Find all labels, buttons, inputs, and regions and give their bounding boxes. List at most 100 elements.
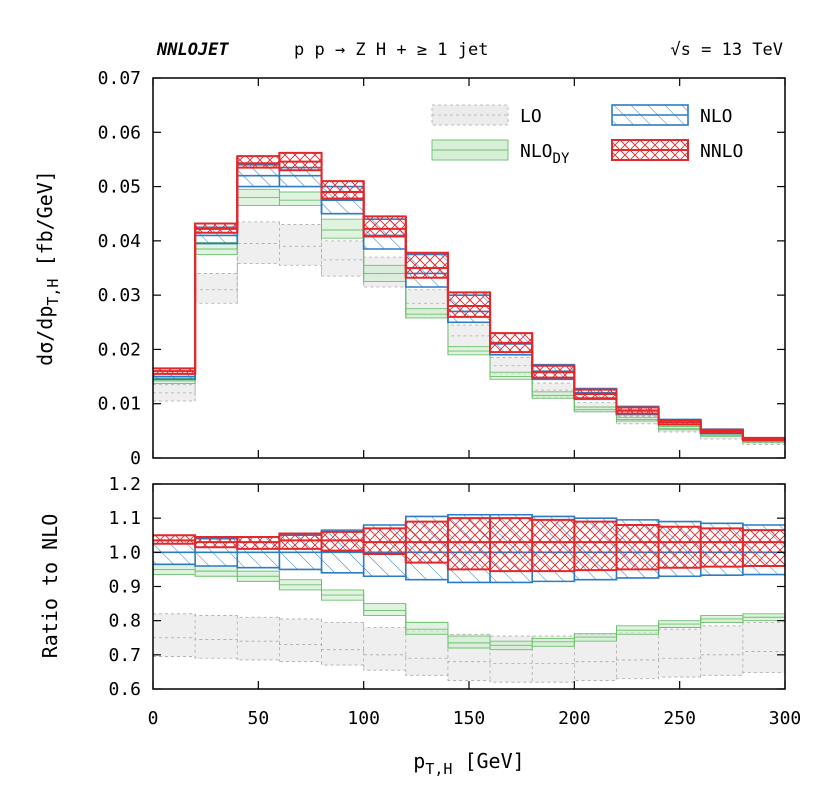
ratio-band-hatch-nnlo (742, 530, 785, 566)
main-ytick-label: 0.01 (98, 394, 141, 415)
ratio-band-lo (574, 634, 617, 681)
ratio-panel-ticks: 0.6 0.7 0.8 0.9 1.0 1.1 1.2 (108, 474, 786, 700)
main-band-lo (490, 357, 533, 374)
main-line-central-nlo_dy (153, 196, 785, 442)
x-axis-ticks: 0 50 100 150 200 250 300 (148, 708, 802, 729)
ratio-steps-lo (194, 613, 744, 683)
x-tick-label: 150 (453, 708, 486, 729)
main-panel-ticks: 0 0.01 0.02 0.03 0.04 0.05 0.06 0.07 (98, 68, 786, 469)
ratio-band-lo (363, 627, 406, 671)
main-line-central-nnlo (153, 160, 785, 440)
ratio-line-low-nnlo (153, 542, 785, 573)
ratio-band-nlo_dy (363, 603, 406, 616)
ratio-band-hatch-nnlo (490, 518, 533, 572)
main-band-lo (153, 384, 196, 401)
ratio-ytick-label: 1.0 (108, 542, 141, 563)
main-band-nlo_dy (490, 372, 533, 380)
process-label: p p → Z H + ≥ 1 jet (294, 40, 488, 60)
main-band-hatch-nnlo (363, 216, 406, 237)
main-band-hatch-nnlo (237, 156, 280, 168)
main-band-nlo_dy (532, 391, 575, 399)
main-band-nlo_dy (321, 219, 364, 239)
legend: LO NLODY NLO NNLO (431, 104, 743, 167)
ratio-band-lo (405, 630, 448, 676)
main-band-nlo_dy (279, 192, 322, 206)
main-panel-frame (152, 77, 786, 459)
main-ytick-label: 0.04 (98, 231, 141, 252)
legend-label-nlo: NLO (700, 106, 733, 127)
ratio-y-axis-label: Ratio to NLO (38, 514, 62, 659)
ratio-series-nnlo (153, 517, 785, 573)
main-band-lo (195, 273, 238, 304)
ratio-band-nlo_dy (447, 636, 491, 648)
main-band-hatch-nnlo (447, 292, 491, 317)
main-ytick-label: 0.02 (98, 339, 141, 360)
main-ytick-label: 0.07 (98, 68, 141, 89)
main-ytick-label: 0 (130, 448, 141, 469)
ratio-band-hatch-nnlo (658, 526, 701, 568)
main-line-low-nnlo (153, 166, 785, 442)
ratio-series-nlo-dy (153, 563, 785, 651)
main-ytick-label: 0.06 (98, 122, 141, 143)
ratio-ytick-label: 0.7 (108, 645, 141, 666)
main-line-high-nnlo (153, 151, 785, 439)
main-band-nlo_dy (405, 308, 448, 318)
main-panel-bands (153, 151, 785, 445)
main-band-hatch-nlo (279, 167, 322, 187)
x-tick-label: 200 (558, 708, 591, 729)
ratio-band-hatch-nnlo (616, 525, 659, 570)
main-ytick-label: 0.03 (98, 285, 141, 306)
ratio-ytick-label: 1.1 (108, 508, 141, 529)
ratio-band-lo (279, 618, 322, 662)
ratio-band-nlo_dy (532, 638, 575, 647)
x-tick-label: 100 (347, 708, 380, 729)
ratio-line-high-nlo_dy (153, 563, 785, 642)
ratio-steps-nlo_dy (194, 564, 744, 650)
main-band-lo (279, 224, 322, 266)
ratio-line-high-lo (153, 613, 785, 637)
ratio-series-lo (153, 613, 785, 683)
main-band-lo (447, 325, 491, 347)
ratio-band-hatch-nnlo (447, 518, 491, 570)
main-band-nlo_dy (195, 242, 238, 255)
ratio-band-lo (616, 632, 659, 679)
ratio-band-lo (658, 629, 701, 678)
ratio-ytick-label: 0.8 (108, 611, 141, 632)
main-series-lo (153, 221, 785, 445)
ratio-band-lo (237, 617, 280, 660)
main-line-high-lo (153, 221, 785, 442)
ratio-ytick-label: 0.6 (108, 679, 141, 700)
ratio-line-central-nlo_dy (153, 568, 785, 646)
main-band-nlo_dy (658, 426, 701, 430)
ratio-band-lo (321, 622, 364, 666)
ratio-band-lo (195, 615, 238, 659)
ratio-steps-nnlo (194, 518, 744, 572)
x-tick-label: 0 (148, 708, 159, 729)
legend-label-nnlo: NNLO (700, 141, 743, 162)
ratio-band-lo (742, 622, 785, 673)
main-band-lo (237, 221, 280, 264)
energy-label: √s = 13 TeV (670, 40, 783, 60)
ratio-band-lo (700, 625, 743, 676)
ratio-ytick-label: 0.9 (108, 577, 141, 598)
main-ytick-label: 0.05 (98, 177, 141, 198)
ratio-band-hatch-nnlo (574, 521, 617, 571)
main-series-nnlo (153, 151, 785, 442)
ratio-band-nlo_dy (405, 622, 448, 635)
main-band-hatch-nnlo (321, 181, 364, 199)
x-tick-label: 50 (247, 708, 269, 729)
main-steps-nnlo (194, 152, 744, 441)
legend-label-nlo_dy: NLODY (520, 141, 570, 167)
main-y-axis-label: dσ/dpT,H [fb/GeV] (33, 170, 62, 366)
ratio-band-hatch-nnlo (532, 519, 575, 572)
x-axis-label: pT,H [GeV] (413, 749, 524, 778)
legend-label-lo: LO (520, 106, 542, 127)
ratio-ytick-label: 1.2 (108, 474, 141, 495)
main-band-lo (321, 240, 364, 277)
program-label: NNLOJET (156, 40, 229, 60)
ratio-panel-bands (153, 513, 785, 683)
ratio-line-low-nlo_dy (153, 574, 785, 651)
x-tick-label: 300 (769, 708, 802, 729)
ratio-panel-frame (152, 483, 786, 690)
